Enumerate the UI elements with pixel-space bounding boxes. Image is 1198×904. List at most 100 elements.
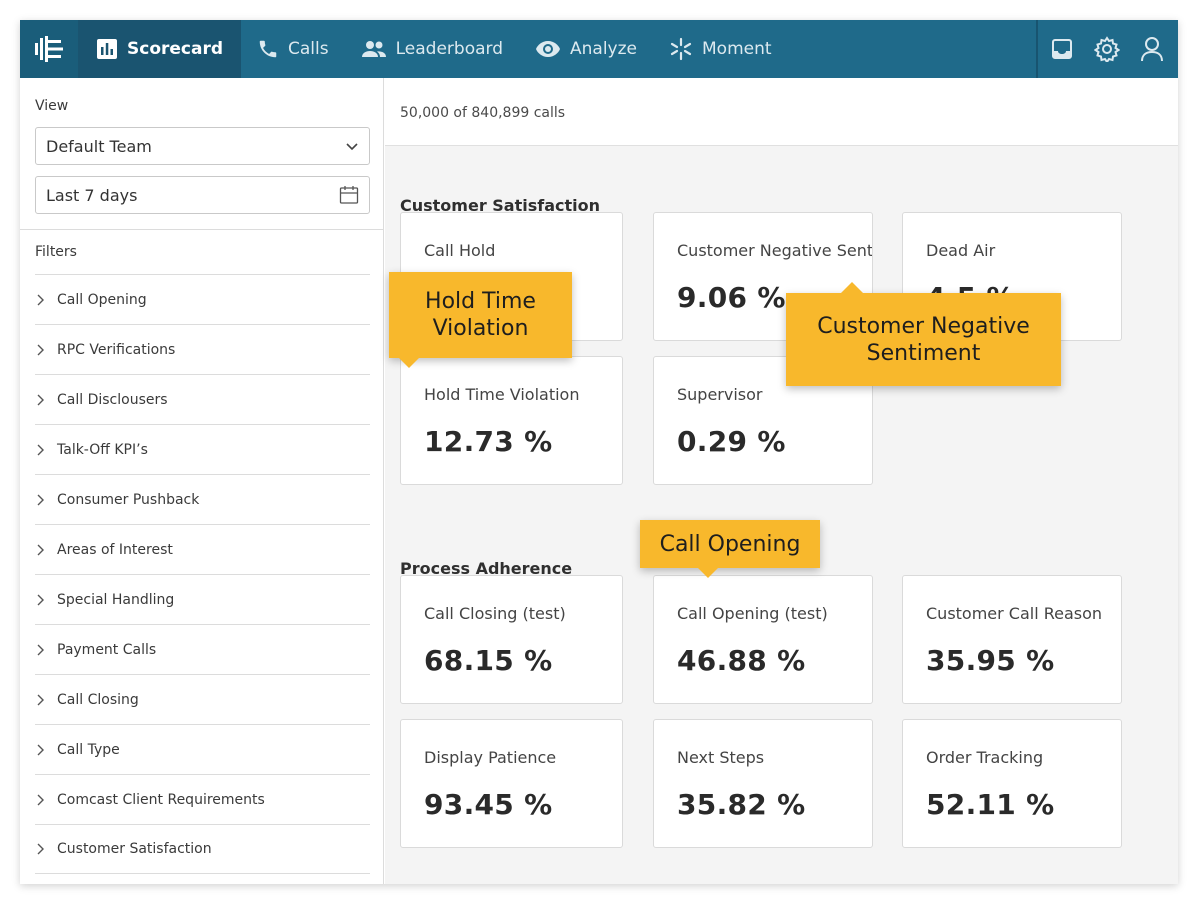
nav-scorecard-label: Scorecard [127, 39, 224, 59]
metric-label: Order Tracking [926, 748, 1044, 767]
callout-arrow [698, 568, 718, 578]
metric-card-order-tracking[interactable]: Order Tracking 52.11 % [902, 719, 1122, 848]
callout-arrow [399, 358, 419, 368]
filter-item[interactable]: Call Type [35, 724, 370, 774]
metric-label: Hold Time Violation [424, 385, 580, 404]
metric-label: Call Opening (test) [677, 604, 828, 623]
team-select[interactable]: Default Team [35, 127, 370, 165]
metric-label: Dead Air [926, 241, 996, 260]
filter-item-label: Consumer Pushback [57, 491, 200, 508]
chevron-right-icon [35, 794, 57, 806]
filter-item-label: Payment Calls [57, 641, 157, 658]
callout-customer-negative-sentiment: Customer Negative Sentiment [786, 282, 1061, 386]
section-title-process-adherence: Process Adherence [400, 559, 573, 578]
metric-value: 12.73 % [424, 425, 553, 458]
chevron-right-icon [35, 744, 57, 756]
sidebar-divider [20, 229, 384, 230]
top-nav: Scorecard Calls Leaderboard Analyze [20, 20, 1178, 78]
team-select-value: Default Team [46, 136, 152, 156]
filter-item[interactable]: Customer Satisfaction [35, 824, 370, 874]
chevron-right-icon [35, 444, 57, 456]
filter-item[interactable]: Areas of Interest [35, 524, 370, 574]
filter-item[interactable]: Call Closing [35, 674, 370, 724]
chevron-right-icon [35, 694, 57, 706]
callout-call-opening: Call Opening [640, 520, 820, 578]
chevron-right-icon [35, 544, 57, 556]
nav-calls-label: Calls [288, 39, 329, 59]
nav-moment-label: Moment [702, 39, 772, 59]
date-range-select[interactable]: Last 7 days [35, 176, 370, 214]
count-bar: 50,000 of 840,899 calls [385, 78, 1178, 146]
filter-item[interactable]: Consumer Pushback [35, 474, 370, 524]
filter-item[interactable]: Comcast Client Requirements [35, 774, 370, 824]
metric-value: 0.29 % [677, 425, 786, 458]
section-title-customer-satisfaction: Customer Satisfaction [400, 196, 601, 215]
nav-right-icons [1036, 20, 1178, 78]
callout-call-opening-text: Call Opening [659, 531, 801, 557]
metric-label: Customer Call Reason [926, 604, 1103, 623]
metric-card-hold-time-violation[interactable]: Hold Time Violation 12.73 % [400, 356, 623, 485]
callout-arrow [841, 282, 863, 293]
metric-value: 52.11 % [926, 788, 1055, 821]
logo-icon [35, 36, 63, 62]
metric-label: Display Patience [424, 748, 557, 767]
gear-icon[interactable] [1094, 36, 1120, 62]
filter-item[interactable]: Call Opening [35, 274, 370, 324]
metric-value: 93.45 % [424, 788, 553, 821]
bar-chart-icon [97, 39, 117, 59]
call-count: 50,000 of 840,899 calls [400, 105, 566, 121]
view-label: View [35, 98, 69, 114]
metric-value: 9.06 % [677, 281, 786, 314]
metric-label: Next Steps [677, 748, 765, 767]
metric-label: Call Hold [424, 241, 496, 260]
filter-list: Call Opening RPC Verifications Call Disclo… [35, 274, 370, 874]
callout-hold-time-text: Hold Time Violation [425, 289, 536, 341]
chevron-right-icon [35, 843, 57, 855]
metric-value: 35.82 % [677, 788, 806, 821]
filter-item-label: Call Disclousers [57, 391, 168, 408]
metric-card-display-patience[interactable]: Display Patience 93.45 % [400, 719, 623, 848]
app-logo[interactable] [20, 20, 78, 78]
filter-item[interactable]: RPC Verifications [35, 324, 370, 374]
inbox-icon[interactable] [1050, 37, 1074, 61]
filter-item[interactable]: Special Handling [35, 574, 370, 624]
nav-scorecard[interactable]: Scorecard [78, 20, 242, 78]
nav-leaderboard-label: Leaderboard [395, 39, 503, 59]
callout-hold-time-violation: Hold Time Violation [389, 272, 572, 368]
filter-item-label: Call Opening [57, 291, 147, 308]
chevron-down-icon [346, 143, 358, 151]
filter-item[interactable]: Call Disclousers [35, 374, 370, 424]
metric-value: 68.15 % [424, 644, 553, 677]
sparkle-icon [670, 37, 692, 61]
filter-item-label: RPC Verifications [57, 341, 176, 358]
chevron-right-icon [35, 494, 57, 506]
nav-moment[interactable]: Moment [653, 20, 788, 78]
filter-item-label: Call Type [57, 741, 120, 758]
filters-label: Filters [35, 244, 77, 260]
filter-item[interactable]: Payment Calls [35, 624, 370, 674]
metric-card-next-steps[interactable]: Next Steps 35.82 % [653, 719, 873, 848]
metric-card-customer-call-reason[interactable]: Customer Call Reason 35.95 % [902, 575, 1122, 704]
nav-calls[interactable]: Calls [241, 20, 345, 78]
chevron-right-icon [35, 344, 57, 356]
metric-label: Customer Negative Sentime [677, 241, 873, 260]
user-icon[interactable] [1140, 36, 1164, 62]
nav-analyze[interactable]: Analyze [519, 20, 653, 78]
chevron-right-icon [35, 644, 57, 656]
metric-card-call-opening[interactable]: Call Opening (test) 46.88 % [653, 575, 873, 704]
nav-leaderboard[interactable]: Leaderboard [345, 20, 519, 78]
filter-item-label: Areas of Interest [57, 541, 173, 558]
calendar-icon [339, 186, 359, 204]
metric-value: 35.95 % [926, 644, 1055, 677]
nav-spacer [788, 20, 1036, 78]
chevron-right-icon [35, 294, 57, 306]
metric-card-call-closing[interactable]: Call Closing (test) 68.15 % [400, 575, 623, 704]
filter-item-label: Call Closing [57, 691, 139, 708]
chevron-right-icon [35, 394, 57, 406]
filter-item[interactable]: Talk-Off KPI’s [35, 424, 370, 474]
nav-analyze-label: Analyze [570, 39, 637, 59]
metric-value: 46.88 % [677, 644, 806, 677]
filter-item-label: Special Handling [57, 591, 175, 608]
metric-label: Call Closing (test) [424, 604, 566, 623]
chevron-right-icon [35, 594, 57, 606]
